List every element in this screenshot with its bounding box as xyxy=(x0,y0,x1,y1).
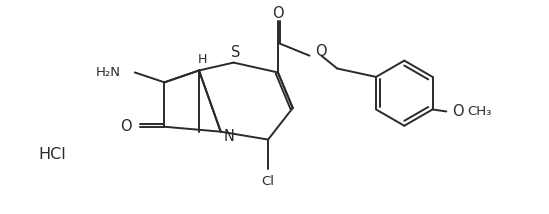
Text: O: O xyxy=(316,44,327,59)
Text: H: H xyxy=(197,53,206,66)
Text: Cl: Cl xyxy=(261,175,274,187)
Text: HCl: HCl xyxy=(38,147,66,162)
Text: CH₃: CH₃ xyxy=(467,105,491,118)
Text: S: S xyxy=(231,45,240,60)
Text: O: O xyxy=(452,104,464,119)
Text: O: O xyxy=(272,6,284,21)
Text: N: N xyxy=(223,129,234,144)
Text: O: O xyxy=(120,119,132,134)
Text: H₂N: H₂N xyxy=(96,66,121,79)
